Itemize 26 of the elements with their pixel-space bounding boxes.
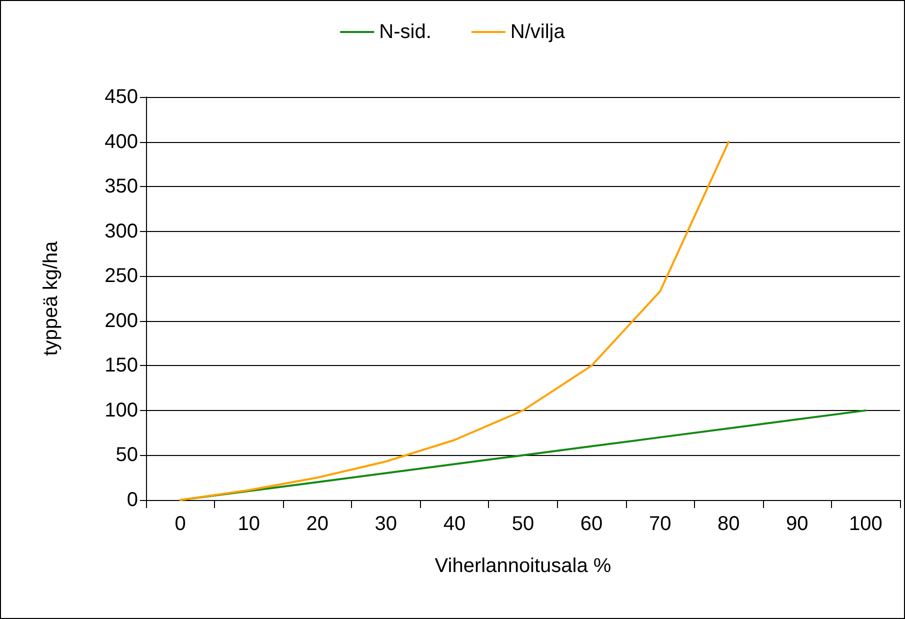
x-tick-label: 10 — [238, 513, 260, 535]
y-tick-label: 300 — [104, 220, 138, 242]
x-tick-label: 30 — [374, 513, 398, 535]
x-tick-label: 40 — [443, 513, 466, 535]
y-tick-label: 0 — [126, 489, 138, 511]
x-tick-label: 20 — [306, 513, 328, 535]
x-tick-label: 100 — [849, 513, 882, 535]
x-axis-title: Viherlannoitusala % — [434, 555, 612, 577]
y-axis-title: typpeä kg/ha — [40, 240, 62, 356]
y-tick-label: 400 — [104, 130, 138, 153]
x-tick-label: 60 — [580, 513, 603, 535]
y-tick-label: 200 — [104, 310, 138, 332]
x-tick-label: 70 — [648, 513, 672, 535]
line-series — [179, 140, 730, 501]
x-tick-label: 0 — [174, 513, 186, 535]
x-tick-label: 80 — [718, 513, 740, 535]
y-tick-label: 50 — [116, 444, 138, 466]
y-tick-label: 100 — [104, 399, 138, 422]
legend-label: N/vilja — [510, 21, 566, 43]
y-tick-label: 250 — [104, 265, 138, 288]
x-tick-label: 50 — [512, 513, 534, 535]
x-tick-label: 90 — [786, 513, 808, 535]
legend-label: N-sid. — [379, 21, 432, 43]
y-tick-label: 450 — [104, 86, 138, 108]
y-tick-label: 150 — [104, 354, 138, 377]
y-tick-label: 350 — [104, 176, 138, 198]
